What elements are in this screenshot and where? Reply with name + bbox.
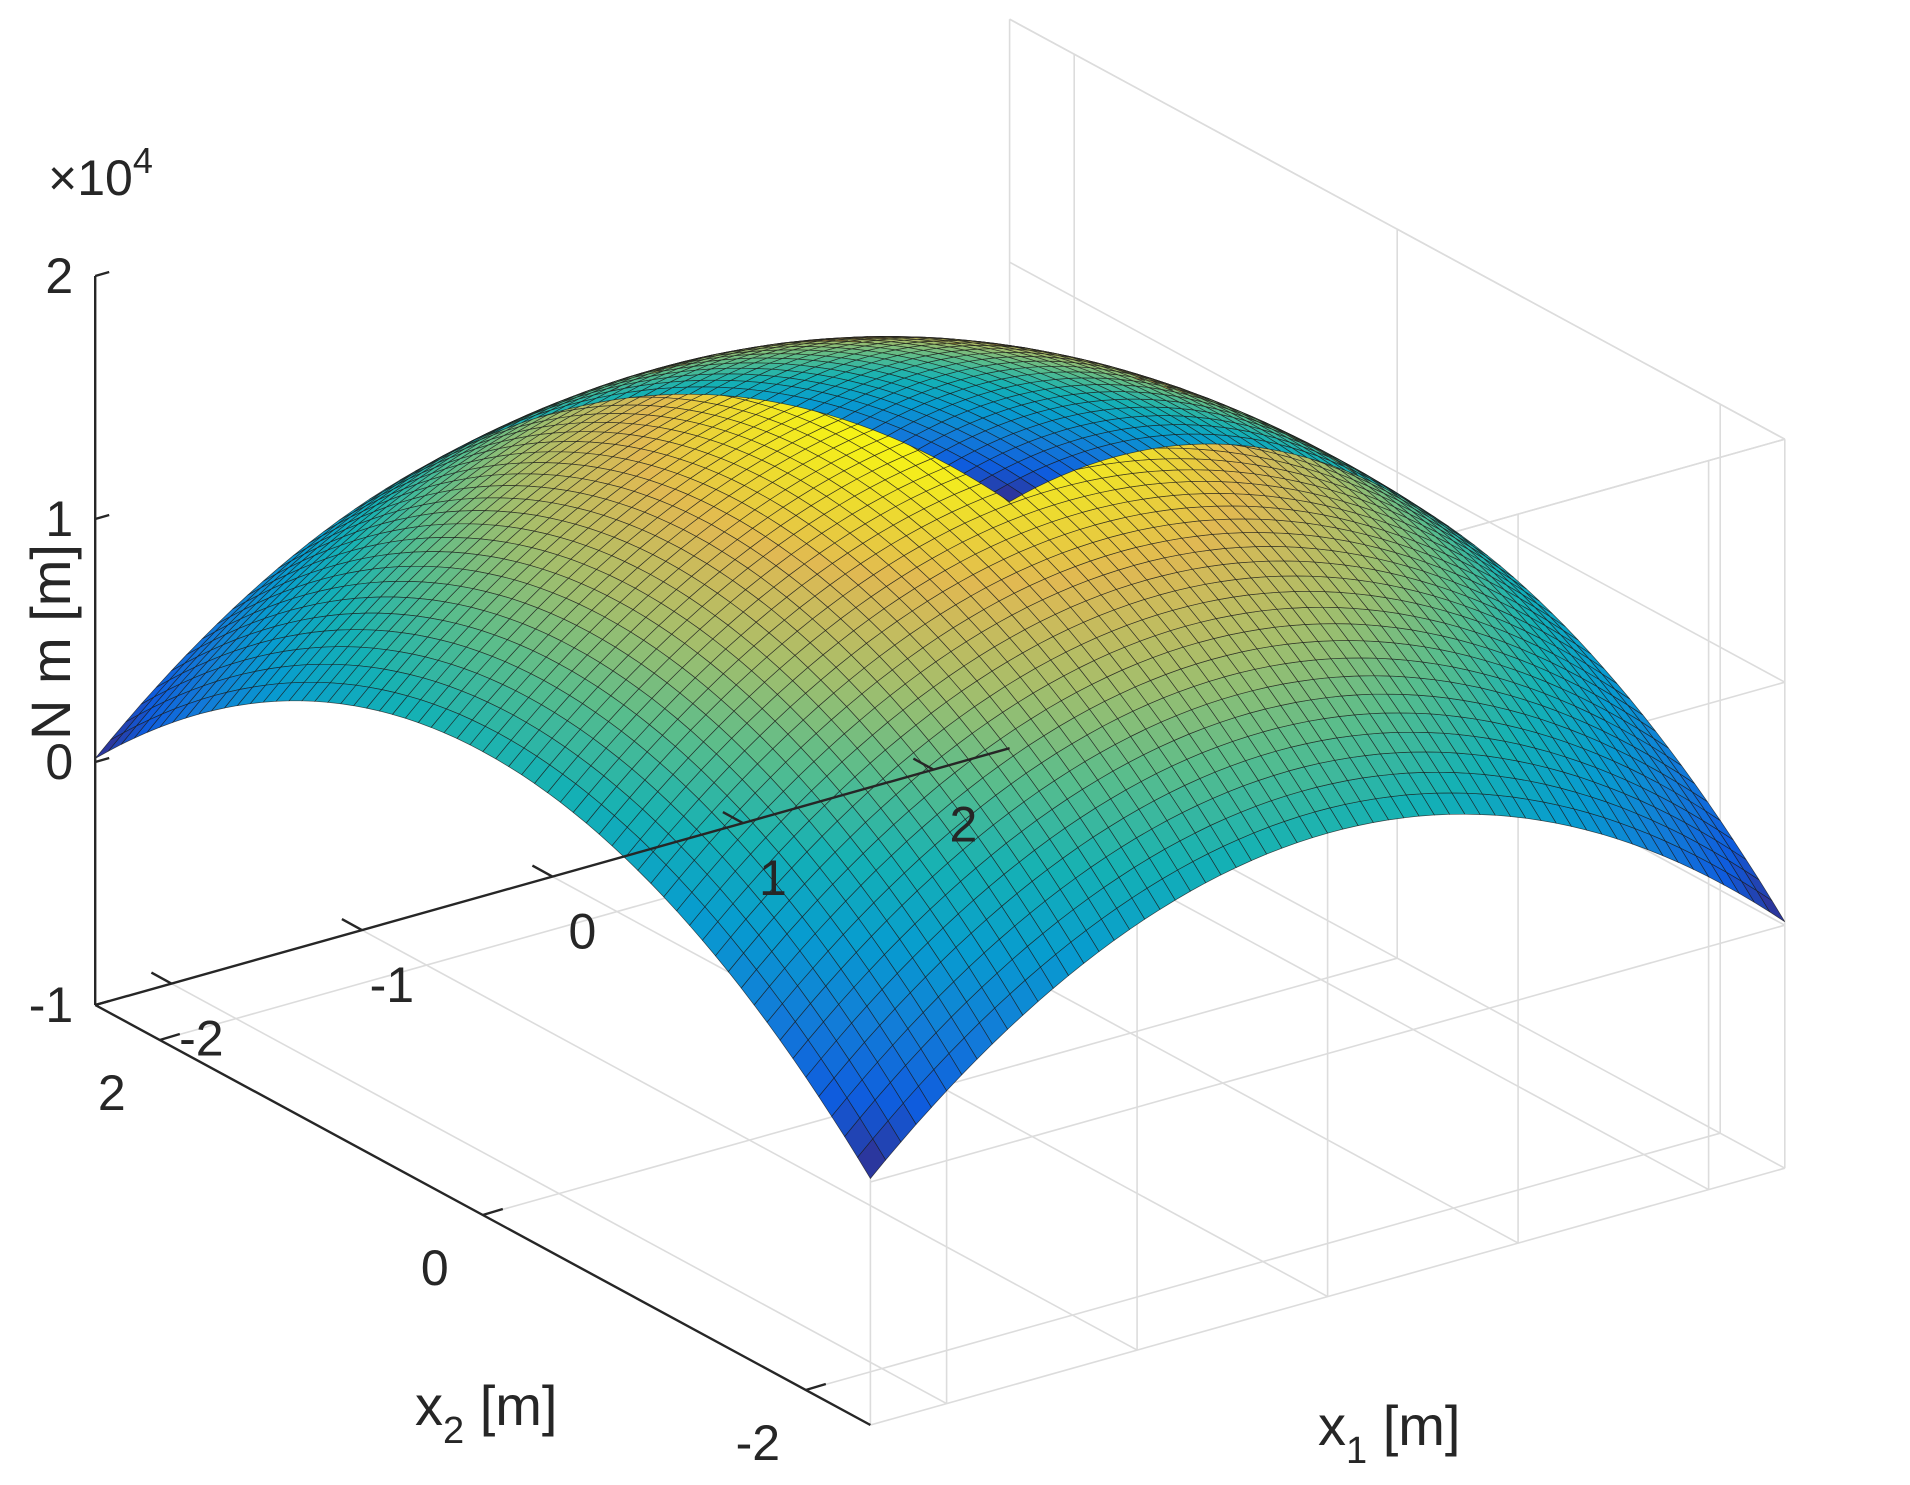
exponent-power: 4 bbox=[133, 140, 153, 181]
x1-tick bbox=[342, 919, 362, 930]
x2-tick bbox=[160, 1034, 180, 1040]
x2-axis-label: x2 [m] bbox=[415, 1374, 557, 1452]
x1-tick-label: -1 bbox=[370, 957, 414, 1013]
x2-label-sub: 2 bbox=[443, 1410, 464, 1452]
x2-label-main: x bbox=[415, 1374, 443, 1437]
z-tick bbox=[95, 272, 109, 276]
surface-layer bbox=[95, 336, 1785, 1178]
x1-tick bbox=[532, 866, 552, 877]
exponent-label: ×104 bbox=[48, 140, 153, 206]
z-tick-label: 0 bbox=[45, 734, 73, 790]
z-tick bbox=[95, 758, 109, 762]
z-tick-label: 2 bbox=[45, 248, 73, 304]
x1-tick-label: 1 bbox=[759, 850, 787, 906]
x2-tick-label: 0 bbox=[421, 1240, 449, 1296]
z-axis-label: N m [m] bbox=[19, 544, 82, 740]
z-tick bbox=[95, 515, 109, 519]
x1-tick-label: 0 bbox=[568, 904, 596, 960]
floor-grid-x2 bbox=[806, 1133, 1720, 1390]
x1-label-unit: [m] bbox=[1367, 1394, 1460, 1457]
z-tick-label: -1 bbox=[29, 977, 73, 1033]
x2-tick bbox=[483, 1209, 503, 1215]
x2-tick-label: 2 bbox=[98, 1065, 126, 1121]
x1-label-sub: 1 bbox=[1346, 1430, 1367, 1472]
x1-label-main: x bbox=[1318, 1394, 1346, 1457]
exponent-base: ×10 bbox=[48, 150, 133, 206]
x1-tick-label: -2 bbox=[179, 1011, 223, 1067]
x1-tick-label: 2 bbox=[949, 797, 977, 853]
x1-axis-label: x1 [m] bbox=[1318, 1394, 1460, 1472]
x2-tick-label: -2 bbox=[736, 1415, 780, 1471]
x1-tick bbox=[151, 973, 171, 984]
z-tick bbox=[95, 1001, 109, 1005]
z-tick-label: 1 bbox=[45, 491, 73, 547]
x2-tick bbox=[806, 1384, 826, 1390]
x2-label-unit: [m] bbox=[464, 1374, 557, 1437]
